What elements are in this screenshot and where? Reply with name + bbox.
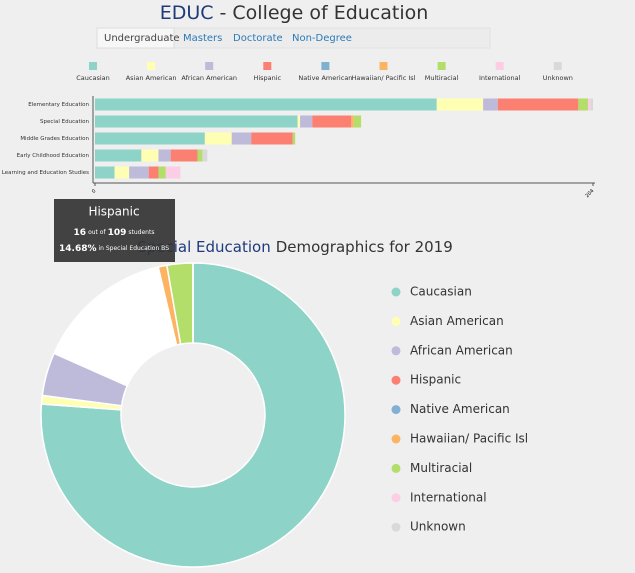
bar-segment: [95, 132, 205, 145]
legend-label: Multiracial: [410, 461, 472, 475]
bar-segment: [251, 132, 293, 145]
legend-dot: [391, 405, 401, 415]
tab[interactable]: Non-Degree: [292, 33, 352, 44]
bar-segment: [204, 132, 232, 145]
legend-swatch: [89, 62, 97, 70]
category-label: Middle Grades Education: [20, 136, 89, 142]
bar-segment: [158, 149, 171, 162]
tooltip-text: in Special Education BS: [99, 245, 170, 252]
bar-segment: [129, 166, 149, 179]
legend-swatch: [321, 62, 330, 70]
bar-segment: [95, 166, 115, 179]
legend-label: Unknown: [543, 74, 573, 82]
dept-name: - College of Education: [220, 2, 429, 24]
page-title: EDUC - College of Education: [160, 2, 429, 24]
bar-segment: [353, 115, 362, 128]
bar-segment: [170, 149, 198, 162]
legend-swatch: [437, 62, 446, 70]
bar-segment: [158, 166, 166, 179]
tab[interactable]: Masters: [183, 33, 222, 44]
tooltip-text: out of: [88, 229, 106, 236]
bar-segment: [197, 149, 203, 162]
bar-segment: [300, 115, 313, 128]
legend-label: Multiracial: [425, 74, 459, 82]
legend-swatch: [495, 62, 504, 70]
legend-label: Hawaiian/ Pacific Isl: [352, 74, 416, 82]
tooltip-line: 16 out of 109 students: [74, 228, 155, 238]
x-tick-label: 0: [91, 188, 97, 194]
bar-segment: [578, 98, 589, 111]
legend-dot: [391, 346, 401, 356]
legend-label: Asian American: [126, 74, 177, 82]
dept-code: EDUC: [160, 2, 214, 24]
bar-segment: [95, 115, 298, 128]
legend-label: Hispanic: [410, 373, 461, 387]
bar-segment: [231, 132, 252, 145]
tooltip-total: 109: [108, 228, 127, 238]
legend-swatch: [147, 62, 156, 70]
donut-title: Special Education Demographics for 2019: [137, 238, 453, 256]
bar-segment: [165, 166, 181, 179]
active-tab-bg: [96, 27, 175, 49]
bar-segment: [202, 149, 208, 162]
legend-dot: [391, 434, 401, 444]
legend-swatch: [553, 62, 562, 70]
category-label: Elementary Education: [28, 102, 89, 108]
legend-label: International: [479, 74, 521, 82]
bar-segment: [114, 166, 130, 179]
bar-segment: [95, 98, 437, 111]
legend-label: Caucasian: [76, 74, 110, 82]
legend-swatch: [205, 62, 214, 70]
bar-segment: [351, 115, 354, 128]
legend-label: Asian American: [410, 314, 504, 328]
legend-label: African American: [181, 74, 237, 82]
legend-dot: [391, 316, 401, 326]
legend-dot: [391, 375, 401, 385]
bar-segment: [497, 98, 579, 111]
bar-segment: [436, 98, 484, 111]
legend-dot: [391, 522, 401, 532]
legend-label: International: [410, 490, 487, 504]
tab[interactable]: Undergraduate: [104, 33, 180, 44]
legend-swatch: [263, 62, 272, 70]
bar-segment: [588, 98, 591, 111]
category-label: Special Education: [40, 119, 89, 125]
bar-segment: [312, 115, 352, 128]
tooltip-text: students: [128, 229, 154, 236]
tooltip-title: Hispanic: [88, 205, 139, 219]
donut-segment: [40, 262, 346, 568]
bar-segment: [148, 166, 159, 179]
legend-label: Caucasian: [410, 285, 472, 299]
tooltip-count: 16: [74, 228, 87, 238]
bar-segment: [292, 132, 296, 145]
tooltip-line: 14.68% in Special Education BS: [59, 244, 169, 254]
legend-dot: [391, 463, 401, 473]
legend-label: Hispanic: [253, 74, 281, 82]
legend-label: Unknown: [410, 520, 466, 534]
category-label: Early Childhood Education: [17, 153, 90, 159]
bar-segment: [590, 98, 593, 111]
category-label: Learning and Education Studies: [2, 170, 89, 176]
legend-label: Native American: [410, 402, 510, 416]
legend-swatch: [379, 62, 388, 70]
bar-segment: [95, 149, 142, 162]
donut-title-rest: Demographics for 2019: [276, 238, 453, 256]
legend-label: Hawaiian/ Pacific Isl: [410, 432, 528, 446]
legend-label: African American: [410, 343, 513, 357]
tooltip-percent: 14.68%: [59, 244, 97, 254]
legend-dot: [391, 493, 401, 503]
bar-segment: [297, 115, 301, 128]
bar-segment: [483, 98, 498, 111]
x-tick-label: 204: [584, 188, 595, 199]
legend-dot: [391, 287, 401, 297]
legend-label: Native American: [298, 74, 352, 82]
tooltip-bg: [54, 199, 175, 262]
tab[interactable]: Doctorate: [233, 33, 283, 44]
bar-segment: [141, 149, 159, 162]
